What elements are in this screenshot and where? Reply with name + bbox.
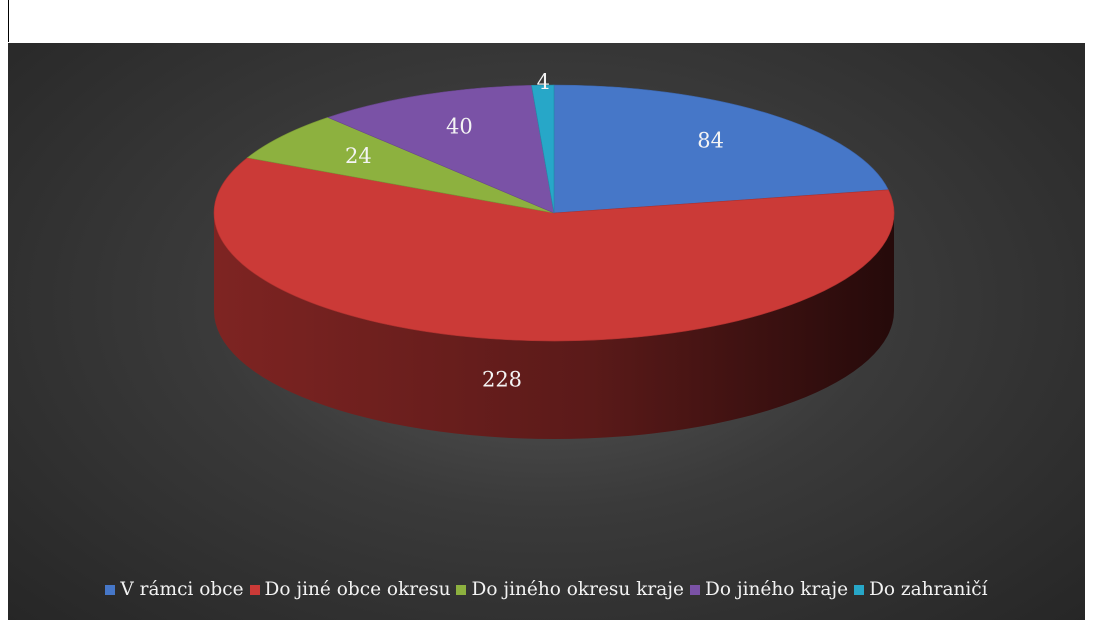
pie-slices bbox=[213, 84, 895, 342]
legend-label: Do jiného okresu kraje bbox=[471, 579, 684, 600]
legend-item-do-zahranici: Do zahraničí bbox=[854, 579, 988, 600]
data-label: 228 bbox=[482, 368, 522, 392]
legend: V rámci obce Do jiné obce okresu Do jiné… bbox=[8, 579, 1085, 600]
pie-slice bbox=[213, 157, 895, 342]
legend-label: Do jiného kraje bbox=[704, 579, 849, 600]
legend-swatch bbox=[249, 584, 260, 595]
pie-slice bbox=[531, 84, 555, 214]
chart-area: 84 228 24 40 4 V rámci obce Do jiné obce okr… bbox=[8, 43, 1085, 620]
legend-swatch bbox=[854, 584, 865, 595]
legend-item-do-jineho-kraje: Do jiného kraje bbox=[689, 579, 849, 600]
pie-chart: 84 228 24 40 4 bbox=[213, 70, 895, 439]
data-label: 40 bbox=[446, 115, 473, 139]
legend-swatch bbox=[456, 584, 467, 595]
legend-label: Do zahraničí bbox=[869, 579, 988, 600]
pie-slice-side bbox=[214, 213, 894, 439]
pie-slice bbox=[553, 84, 889, 214]
pie-slice bbox=[327, 84, 555, 214]
pie-side-walls bbox=[214, 213, 894, 439]
legend-label: V rámci obce bbox=[120, 579, 244, 600]
legend-swatch bbox=[105, 584, 116, 595]
data-labels: 84 228 24 40 4 bbox=[345, 70, 724, 392]
data-label: 84 bbox=[697, 129, 724, 153]
legend-item-do-jineho-okresu-kraje: Do jiného okresu kraje bbox=[456, 579, 684, 600]
legend-item-v-ramci-obce: V rámci obce bbox=[105, 579, 244, 600]
legend-item-do-jine-obce-okresu: Do jiné obce okresu bbox=[249, 579, 451, 600]
page-margin-line bbox=[8, 0, 9, 42]
legend-swatch bbox=[689, 584, 700, 595]
pie-slice bbox=[246, 117, 555, 214]
data-label: 24 bbox=[345, 144, 372, 168]
legend-label: Do jiné obce okresu bbox=[264, 579, 451, 600]
data-label: 4 bbox=[537, 70, 550, 94]
